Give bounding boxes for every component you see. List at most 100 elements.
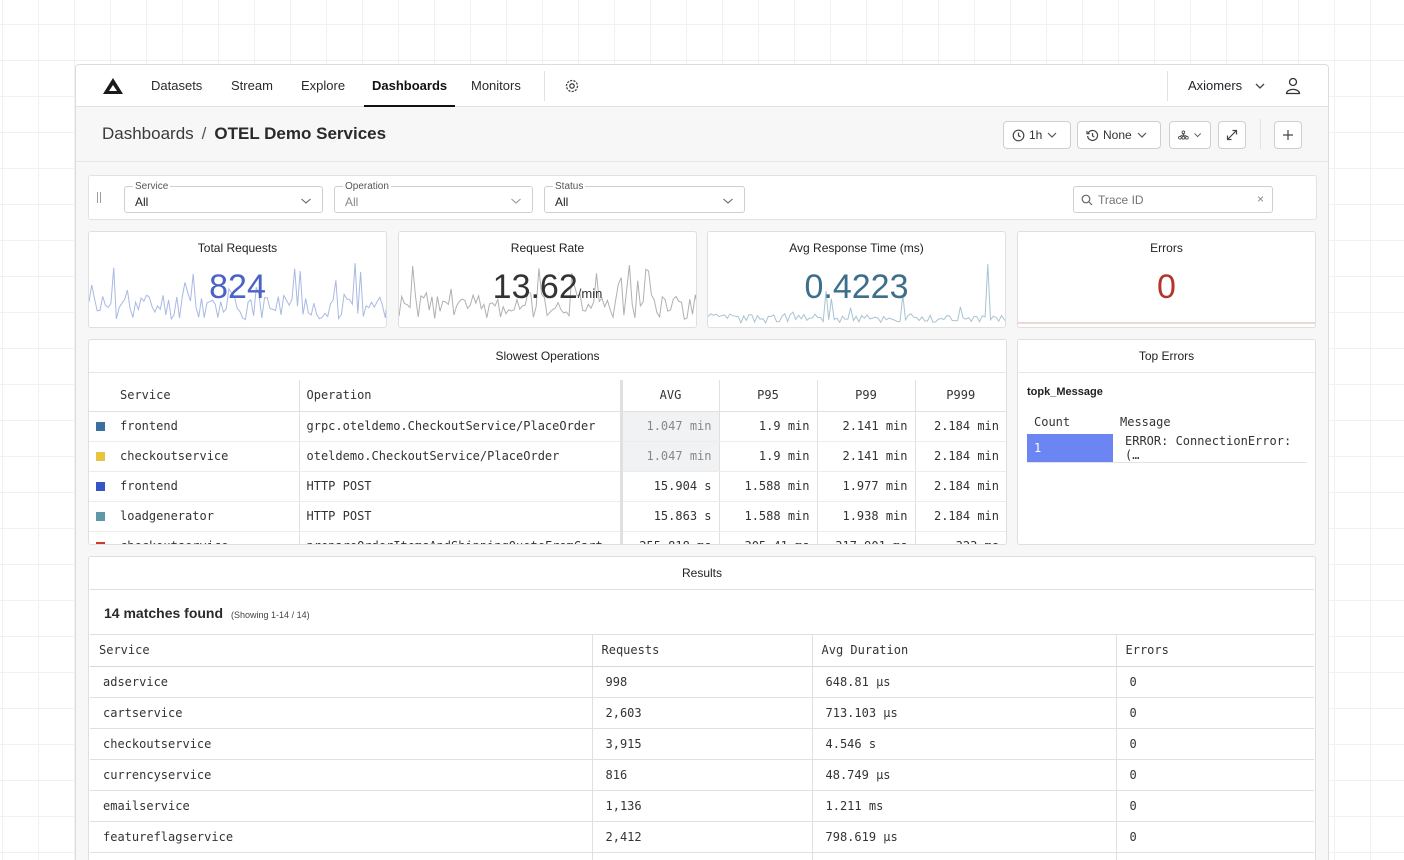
p95-cell: 1.588 min <box>718 501 817 532</box>
column-header-p95[interactable]: P95 <box>718 380 817 412</box>
service-filter[interactable]: Service All <box>124 181 323 213</box>
column-header-count[interactable]: Count <box>1034 415 1071 429</box>
p99-cell: 317.901 ms <box>816 531 915 544</box>
request-rate-value: 13.62 <box>492 268 578 306</box>
table-row[interactable]: checkoutservice prepareOrderItemsAndShip… <box>89 531 1006 544</box>
table-row[interactable]: cartservice 2,603 713.103 µs 0 <box>90 697 1314 729</box>
avg-duration-cell: 1.211 ms <box>812 790 1117 822</box>
top-errors-subtitle: topk_Message <box>1027 386 1103 398</box>
color-col-header <box>89 380 113 412</box>
column-header-service[interactable]: Service <box>113 380 299 412</box>
service-cell <box>90 852 593 860</box>
avg-duration-cell: 648.81 µs <box>812 666 1117 698</box>
slowest-operations-title: Slowest Operations <box>89 340 1006 373</box>
operation-cell: oteldemo.CheckoutService/PlaceOrder <box>298 441 621 472</box>
series-color-swatch <box>96 422 105 431</box>
column-header-p99[interactable]: P99 <box>816 380 915 412</box>
status-filter[interactable]: Status All <box>544 181 745 213</box>
avg-cell: 15.863 s <box>619 501 719 532</box>
results-body: adservice 998 648.81 µs 0 cartservice 2,603 71… <box>90 666 1314 860</box>
service-cell: cartservice <box>90 697 593 729</box>
request-rate-card: Request Rate 13.62/min <box>398 231 697 328</box>
nav-explore[interactable]: Explore <box>301 78 346 93</box>
trace-id-search[interactable]: × <box>1073 186 1273 213</box>
message-cell: ERROR: ConnectionError: (… <box>1113 434 1307 463</box>
service-cell: currencyservice <box>90 759 593 791</box>
status-filter-value: All <box>555 195 569 209</box>
series-color-swatch <box>96 452 105 461</box>
errors-cell <box>1116 852 1314 860</box>
share-button[interactable] <box>1169 121 1211 149</box>
column-header-requests[interactable]: Requests <box>592 635 813 667</box>
clear-icon[interactable]: × <box>1256 192 1264 206</box>
p95-cell: 1.588 min <box>718 471 817 502</box>
nav-dashboards[interactable]: Dashboards <box>363 65 456 107</box>
avg-response-card: Avg Response Time (ms) 0.4223 <box>707 231 1006 328</box>
trace-id-input[interactable] <box>1098 192 1248 208</box>
service-cell: checkoutservice <box>90 728 593 760</box>
results-count: 14 matches found <box>104 605 224 621</box>
operation-filter[interactable]: Operation All <box>334 181 533 213</box>
time-range-button[interactable]: 1h <box>1003 121 1071 149</box>
breadcrumb-separator: / <box>201 124 207 143</box>
expand-button[interactable] <box>1218 121 1246 149</box>
p99-cell: 1.977 min <box>816 471 915 502</box>
top-nav: Datasets Stream Explore Dashboards Monit… <box>76 65 1328 107</box>
errors-value: 0 <box>1157 268 1176 306</box>
table-row[interactable]: checkoutservice oteldemo.CheckoutService… <box>89 441 1006 472</box>
requests-cell: 3,915 <box>592 728 813 760</box>
table-row[interactable]: 1 ERROR: ConnectionError: (… <box>1027 434 1307 463</box>
nav-datasets[interactable]: Datasets <box>151 78 203 93</box>
series-color-swatch <box>96 482 105 491</box>
table-row[interactable]: currencyservice 816 48.749 µs 0 <box>90 759 1314 791</box>
chevron-down-icon <box>511 198 521 204</box>
plus-icon <box>1283 130 1293 140</box>
errors-cell: 0 <box>1116 666 1314 698</box>
settings-gear-icon[interactable] <box>564 78 580 94</box>
add-button[interactable] <box>1274 121 1302 149</box>
errors-cell: 0 <box>1116 821 1314 853</box>
app-window: Datasets Stream Explore Dashboards Monit… <box>75 64 1329 860</box>
column-header-p999[interactable]: P999 <box>914 380 1006 412</box>
requests-cell: 1,136 <box>592 790 813 822</box>
table-row[interactable] <box>90 852 1314 860</box>
compare-button[interactable]: None <box>1077 121 1161 149</box>
filter-bar: Service All Operation All Status All × <box>88 175 1317 220</box>
dashboard-header: Dashboards / OTEL Demo Services 1h None <box>76 107 1328 162</box>
service-cell: emailservice <box>90 790 593 822</box>
org-switcher[interactable]: Axiomers <box>1188 78 1243 93</box>
table-row[interactable]: adservice 998 648.81 µs 0 <box>90 666 1314 698</box>
table-row[interactable]: loadgenerator HTTP POST 15.863 s 1.588 m… <box>89 501 1006 532</box>
service-cell: loadgenerator <box>113 501 299 532</box>
table-row[interactable]: frontend HTTP POST 15.904 s 1.588 min 1.… <box>89 471 1006 502</box>
axiom-logo-icon[interactable] <box>102 77 124 95</box>
errors-cell: 0 <box>1116 790 1314 822</box>
column-header-service[interactable]: Service <box>90 635 593 667</box>
table-row[interactable]: emailservice 1,136 1.211 ms 0 <box>90 790 1314 822</box>
nav-stream[interactable]: Stream <box>231 78 273 93</box>
column-header-errors[interactable]: Errors <box>1116 635 1314 667</box>
drag-handle-icon[interactable] <box>97 192 101 203</box>
errors-card: Errors 0 <box>1017 231 1316 328</box>
table-row[interactable]: frontend grpc.oteldemo.CheckoutService/P… <box>89 411 1006 442</box>
breadcrumb-dashboards[interactable]: Dashboards <box>102 124 194 143</box>
user-icon[interactable] <box>1285 77 1301 95</box>
chevron-down-icon[interactable] <box>1254 81 1266 91</box>
table-row[interactable]: featureflagservice 2,412 798.619 µs 0 <box>90 821 1314 853</box>
column-header-avg[interactable]: AVG <box>619 380 719 412</box>
column-header-avg-duration[interactable]: Avg Duration <box>812 635 1117 667</box>
nav-monitors[interactable]: Monitors <box>471 78 521 93</box>
column-header-message[interactable]: Message <box>1120 415 1171 429</box>
results-panel: Results 14 matches found (Showing 1-14 / … <box>88 556 1316 860</box>
operation-filter-label: Operation <box>343 181 391 192</box>
column-header-operation[interactable]: Operation <box>298 380 621 412</box>
chevron-down-icon <box>1047 132 1057 138</box>
requests-cell: 998 <box>592 666 813 698</box>
service-cell: adservice <box>90 666 593 698</box>
operation-cell: grpc.oteldemo.CheckoutService/PlaceOrder <box>298 411 621 442</box>
clock-icon <box>1012 129 1025 141</box>
results-count-wrap: 14 matches found (Showing 1-14 / 14) <box>104 605 310 621</box>
row-color-cell <box>89 501 113 532</box>
top-errors-table: Count Message 1 ERROR: ConnectionError: … <box>1027 410 1307 463</box>
